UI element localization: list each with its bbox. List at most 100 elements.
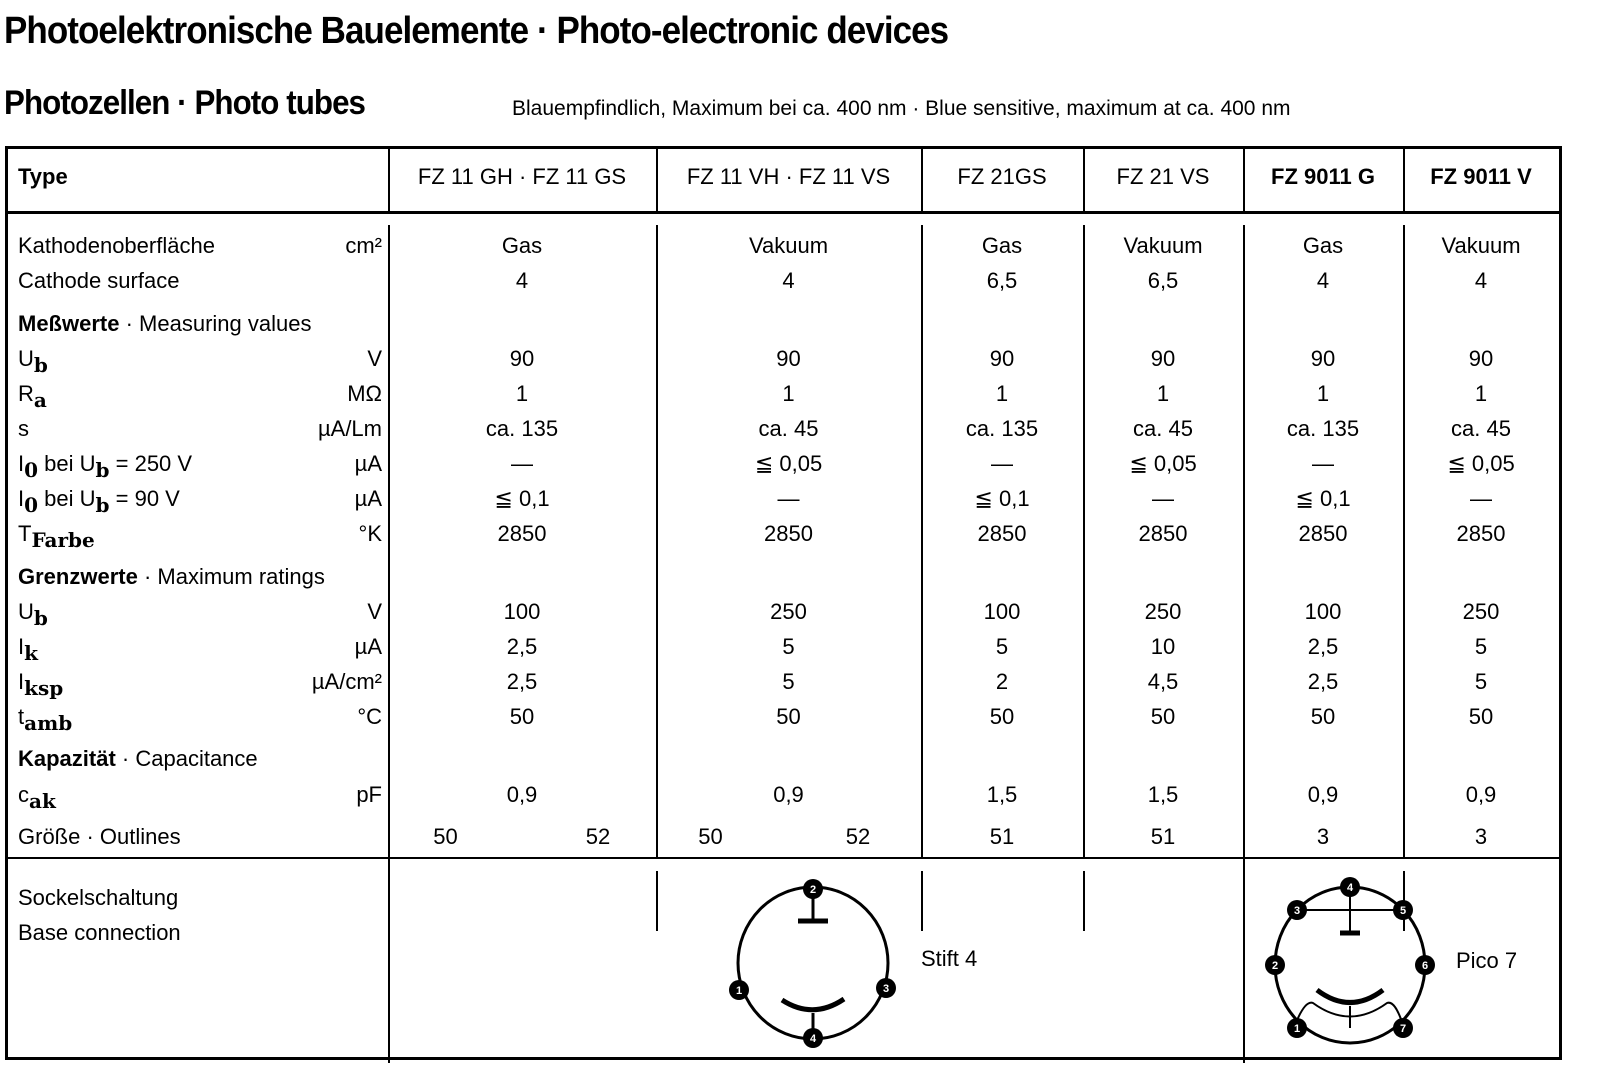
column-divider: [921, 871, 923, 931]
table-row: Ik µA 2,5 5 5 10 2,5 5: [8, 629, 1559, 664]
cell-value: —: [991, 451, 1013, 476]
pin-icon: [803, 879, 823, 899]
cell-value: ≦ 0,1: [494, 486, 550, 511]
label-text: = 90 V: [109, 486, 180, 511]
column-divider: [921, 225, 923, 857]
label-subscript: amb: [24, 711, 73, 735]
cell-value: 1: [1316, 381, 1330, 406]
section-heading-en: · Maximum ratings: [137, 564, 325, 589]
cell-value: 5: [995, 634, 1009, 659]
pin-number: 1: [736, 985, 742, 997]
column-divider: [1243, 225, 1245, 857]
column-divider: [1083, 225, 1085, 857]
cell-value: 4: [1316, 268, 1330, 293]
type-header: Type: [18, 164, 68, 189]
row-unit: µA: [354, 486, 382, 511]
row-label: Iksp: [18, 664, 63, 699]
label-subscript: ksp: [24, 676, 64, 700]
label-subscript: Farbe: [31, 528, 95, 552]
cell-value: ca. 45: [1451, 416, 1511, 441]
row-label: Ub: [18, 341, 48, 376]
cell-value: 2,5: [1307, 634, 1339, 659]
cell-value: 90: [1468, 346, 1494, 371]
section-title: Photozellen · Photo tubes: [4, 84, 366, 122]
cell-value: 1,5: [1147, 782, 1179, 807]
row-label: Ik: [18, 629, 38, 664]
cell-value: ca. 45: [758, 416, 819, 441]
label-text: s: [18, 416, 29, 441]
table-row: Ub V 100 250 100 250 100 250: [8, 594, 1559, 629]
cell-value: ≦ 0,05: [1447, 451, 1515, 476]
section-heading-en: · Capacitance: [115, 746, 258, 771]
cell-value: 250: [1462, 599, 1500, 624]
column-divider: [1083, 871, 1085, 931]
row-label: I0 bei Ub = 90 V: [18, 481, 180, 516]
pin-icon: [1393, 1018, 1413, 1038]
table-row: Cathode surface 4 4 6,5 6,5 4 4: [8, 263, 1559, 298]
column-divider: [388, 225, 390, 857]
pin-number: 1: [1294, 1023, 1300, 1035]
cell-value: 2: [995, 669, 1009, 694]
row-unit: °K: [358, 521, 382, 546]
row-unit: µA/cm²: [311, 669, 382, 694]
label-subscript: b: [33, 353, 48, 377]
cathode-icon: [780, 996, 846, 1013]
table-row: Größe · Outlines 50 52 50 52 51 51 3 3: [8, 819, 1559, 854]
cell-value: 50: [1310, 704, 1336, 729]
column-divider: [656, 225, 658, 857]
label-text: T: [18, 521, 32, 546]
column-divider: [656, 149, 658, 211]
cell-value: 5: [782, 634, 795, 659]
row-separator: [8, 857, 1559, 859]
pin-number: 3: [883, 983, 889, 995]
pico-7-label: Pico 7: [1456, 948, 1518, 973]
row-unit: µA: [354, 451, 382, 476]
section-heading: Grenzwerte · Maximum ratings: [18, 559, 325, 594]
label-text: bei U: [38, 451, 96, 476]
cell-value: 250: [1144, 599, 1182, 624]
cell-value: 2,5: [506, 669, 538, 694]
label-subscript: b: [95, 458, 110, 482]
column-divider: [388, 149, 390, 211]
cell-value: 6,5: [1147, 268, 1179, 293]
label-text: R: [18, 381, 34, 406]
cell-value: 4: [782, 268, 795, 293]
outline-value: 51: [989, 824, 1015, 849]
outline-value: 50: [433, 824, 458, 849]
pin-number: 3: [1294, 905, 1300, 917]
cell-value: 2,5: [1307, 669, 1339, 694]
row-label: cak: [18, 777, 56, 812]
outline-value: 52: [585, 824, 611, 849]
pin-number: 4: [1347, 882, 1354, 894]
label-subscript: 0: [24, 458, 39, 482]
cell-value: 6,5: [986, 268, 1018, 293]
outline-value: 52: [845, 824, 871, 849]
cell-value: ≦ 0,1: [974, 486, 1030, 511]
row-unit: pF: [356, 782, 382, 807]
label-subscript: k: [24, 641, 38, 665]
column-divider: [1243, 859, 1245, 1063]
cell-value: 100: [503, 599, 541, 624]
cell-value: Vakuum: [1441, 233, 1521, 258]
label-text: I: [18, 486, 25, 511]
table-row: Iksp µA/cm² 2,5 5 2 4,5 2,5 5: [8, 664, 1559, 699]
label-text: I: [18, 669, 25, 694]
table-row: I0 bei Ub = 90 V µA ≦ 0,1 — ≦ 0,1 — ≦ 0,1 —: [8, 481, 1559, 516]
cell-value: —: [1312, 451, 1334, 476]
cell-value: 1: [1474, 381, 1488, 406]
label-subscript: b: [33, 606, 48, 630]
cell-value: 10: [1150, 634, 1176, 659]
cell-value: 4,5: [1147, 669, 1179, 694]
row-unit: µA/Lm: [317, 416, 382, 441]
cell-value: 1: [515, 381, 529, 406]
section-heading-de: Kapazität: [18, 746, 116, 771]
cell-value: —: [511, 451, 533, 476]
table-row: Ub V 90 90 90 90 90 90: [8, 341, 1559, 376]
column-header: FZ 11 VH · FZ 11 VS: [686, 164, 891, 189]
pico-7-base-diagram: 1 2 3 4 5 6 7: [1265, 877, 1435, 1045]
cell-value: Vakuum: [1123, 233, 1203, 258]
section-heading: Meßwerte · Measuring values: [18, 306, 311, 341]
label-text: bei U: [38, 486, 96, 511]
cell-value: 2850: [977, 521, 1027, 546]
cell-value: 90: [1150, 346, 1176, 371]
